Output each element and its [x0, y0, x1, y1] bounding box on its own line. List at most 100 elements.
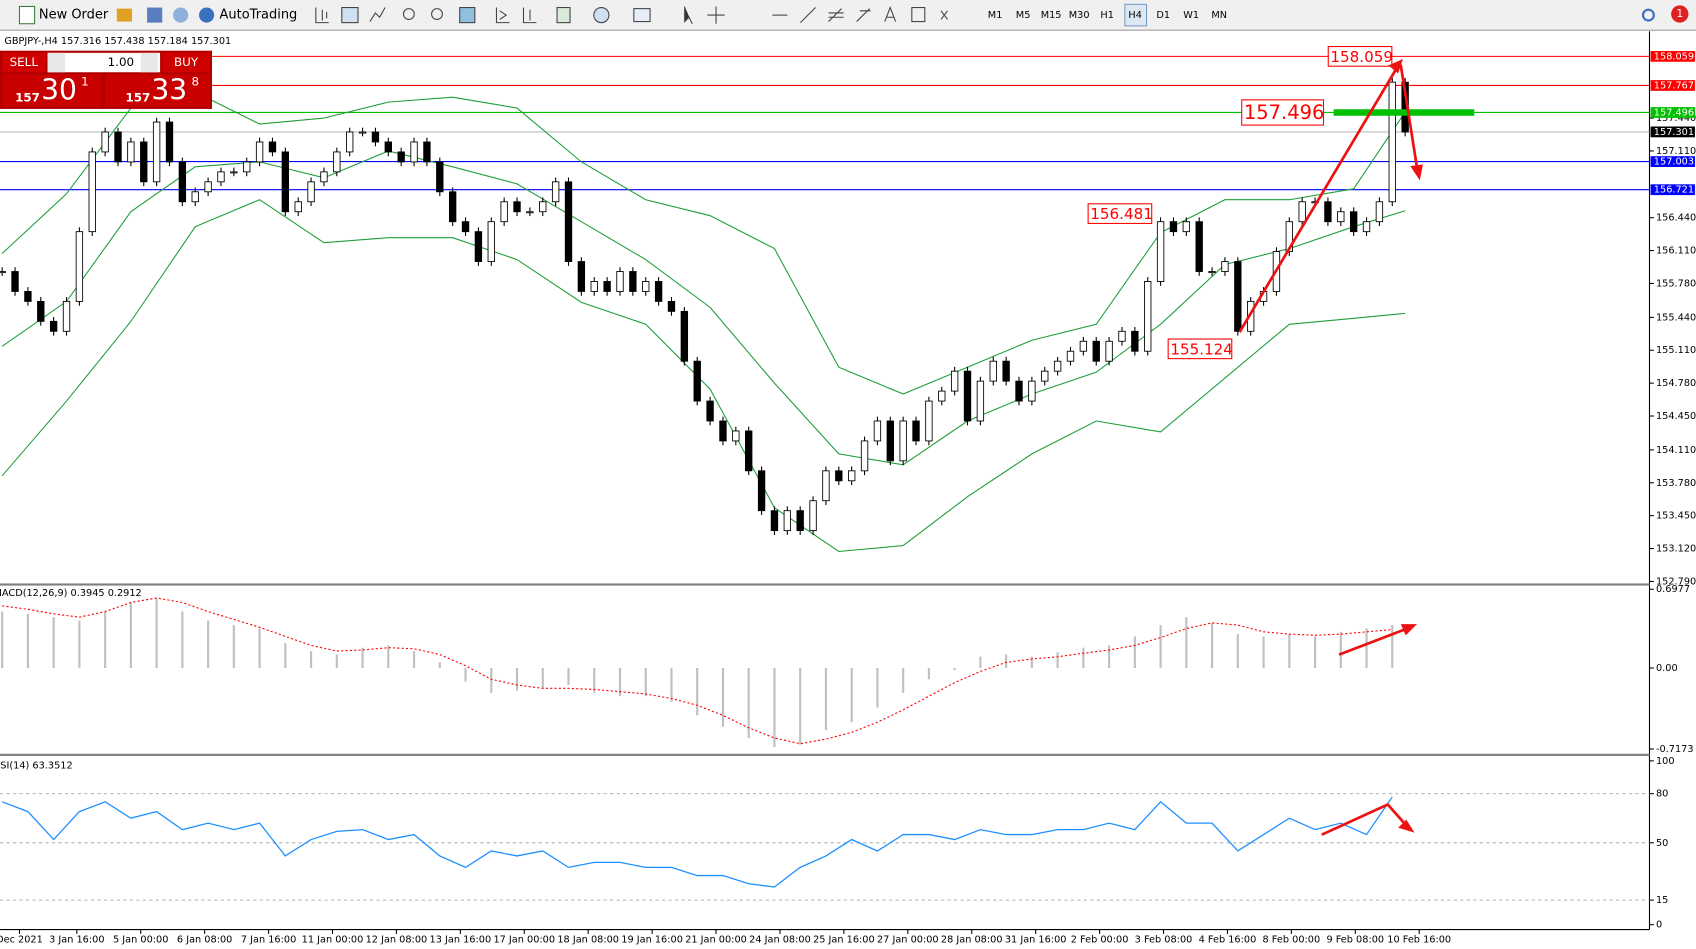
- time-label: 8 Feb 00:00: [1263, 934, 1321, 945]
- icon[interactable]: [556, 7, 571, 24]
- candle: [140, 141, 148, 183]
- icon[interactable]: [633, 8, 651, 23]
- timeframe-button[interactable]: W1: [1183, 10, 1199, 21]
- buy-button[interactable]: [162, 52, 210, 73]
- label-tool[interactable]: [911, 7, 926, 23]
- y-tick-label: 50: [1656, 838, 1668, 849]
- autotrading-button[interactable]: AutoTrading: [220, 8, 298, 23]
- lot-input[interactable]: [47, 52, 161, 73]
- time-label: 25 Jan 16:00: [813, 934, 875, 945]
- candle: [1002, 360, 1010, 382]
- candle: [1169, 221, 1178, 233]
- candle: [848, 470, 856, 482]
- timeframe-button[interactable]: MN: [1211, 10, 1227, 21]
- sell-price-main[interactable]: 30: [41, 74, 77, 107]
- icon[interactable]: [593, 7, 610, 24]
- sell-button[interactable]: [2, 52, 46, 73]
- y-tick-label: 80: [1656, 789, 1668, 800]
- new-order-icon[interactable]: [18, 5, 36, 25]
- timeframe-button[interactable]: M1: [988, 10, 1003, 21]
- annotation-box: [1087, 203, 1153, 224]
- candle: [88, 151, 96, 233]
- candle: [1195, 221, 1203, 272]
- crosshair-tool[interactable]: [707, 6, 725, 24]
- new-order-button[interactable]: New Order: [39, 8, 109, 23]
- search-icon[interactable]: [1641, 8, 1655, 22]
- candle: [178, 161, 187, 203]
- icon[interactable]: [495, 7, 510, 24]
- arrow: [1321, 802, 1405, 836]
- sell-label[interactable]: SELL: [10, 55, 39, 69]
- zoom-out[interactable]: [431, 8, 443, 20]
- lot-spinner[interactable]: [47, 52, 65, 73]
- channel-tool[interactable]: [828, 8, 844, 22]
- lot-value[interactable]: 1.00: [108, 55, 134, 69]
- trend-tool[interactable]: [800, 7, 816, 24]
- drawn-arrows: [1238, 58, 1423, 836]
- candle: [1337, 211, 1345, 223]
- candle: [1298, 201, 1306, 223]
- timeframe-button[interactable]: M15: [1041, 10, 1062, 21]
- timeframe-button[interactable]: M30: [1069, 10, 1090, 21]
- panel-separator: [0, 753, 1650, 756]
- timeframe-button[interactable]: M5: [1016, 10, 1031, 21]
- candle: [1131, 330, 1139, 352]
- sell-price-big[interactable]: 157: [15, 91, 40, 105]
- y-tick-label: 156.110: [1656, 246, 1696, 257]
- buy-price-big[interactable]: 157: [125, 91, 150, 105]
- time-label: 27 Jan 00:00: [877, 934, 939, 945]
- cursor-tool[interactable]: [684, 6, 693, 24]
- fibo-tool[interactable]: [856, 8, 871, 22]
- candle: [1324, 201, 1332, 223]
- zoom-in[interactable]: [402, 8, 415, 20]
- autotrading-icon[interactable]: [199, 7, 215, 23]
- chart-area: Dec 2021 3 Jan 16:00 5 Jan 00:00 6 Jan 08:0…: [0, 31, 1696, 949]
- y-tick-label: 155.440: [1656, 312, 1696, 323]
- icon[interactable]: [459, 7, 476, 24]
- candle: [899, 420, 907, 462]
- text-tool[interactable]: [884, 6, 897, 22]
- timeframes: M1 M5 M15 M30 H1 H4 D1 W1 MN: [988, 10, 1227, 21]
- time-label: 18 Jan 08:00: [557, 934, 619, 945]
- icon[interactable]: [173, 7, 189, 23]
- time-label: 19 Jan 16:00: [621, 934, 683, 945]
- candle: [912, 420, 920, 442]
- icon[interactable]: [369, 7, 386, 22]
- icon[interactable]: [147, 7, 163, 23]
- candle: [745, 430, 753, 472]
- y-tick-label: 156.440: [1656, 213, 1696, 224]
- candle: [1105, 340, 1113, 362]
- icon[interactable]: [315, 7, 329, 24]
- timeframe-button[interactable]: H1: [1100, 10, 1114, 21]
- y-tick-label: 100: [1656, 756, 1675, 767]
- icon[interactable]: [341, 7, 359, 24]
- candle: [1092, 340, 1100, 362]
- candle: [835, 470, 843, 482]
- sell-price-box[interactable]: [2, 74, 102, 107]
- y-tick-label: 0.6977: [1656, 584, 1690, 595]
- annotation: 158.059: [1330, 48, 1393, 66]
- price-level-box: [1650, 80, 1695, 91]
- candle: [925, 400, 933, 442]
- y-tick-label: 157.110: [1656, 146, 1696, 157]
- price-level-box: [1650, 107, 1695, 118]
- buy-price-main[interactable]: 33: [151, 74, 187, 107]
- notification-badge[interactable]: [1671, 5, 1689, 23]
- candle: [1349, 211, 1358, 233]
- icon[interactable]: [522, 7, 537, 24]
- timeframe-button[interactable]: D1: [1156, 10, 1170, 21]
- time-label: 31 Jan 16:00: [1005, 934, 1067, 945]
- buy-price-box[interactable]: [104, 74, 210, 107]
- buy-label[interactable]: BUY: [174, 55, 199, 69]
- lot-spinner[interactable]: [140, 52, 158, 73]
- time-label: 12 Jan 08:00: [366, 934, 428, 945]
- time-label: 13 Jan 16:00: [430, 934, 492, 945]
- timeframe-button[interactable]: H4: [1128, 10, 1142, 21]
- candle: [371, 131, 380, 143]
- arrow-tool[interactable]: [940, 10, 948, 20]
- arrow: [1399, 64, 1419, 168]
- sell-price-frac[interactable]: 1: [81, 74, 89, 88]
- candle: [152, 121, 161, 183]
- buy-price-frac[interactable]: 8: [191, 74, 199, 88]
- icon[interactable]: [116, 8, 132, 22]
